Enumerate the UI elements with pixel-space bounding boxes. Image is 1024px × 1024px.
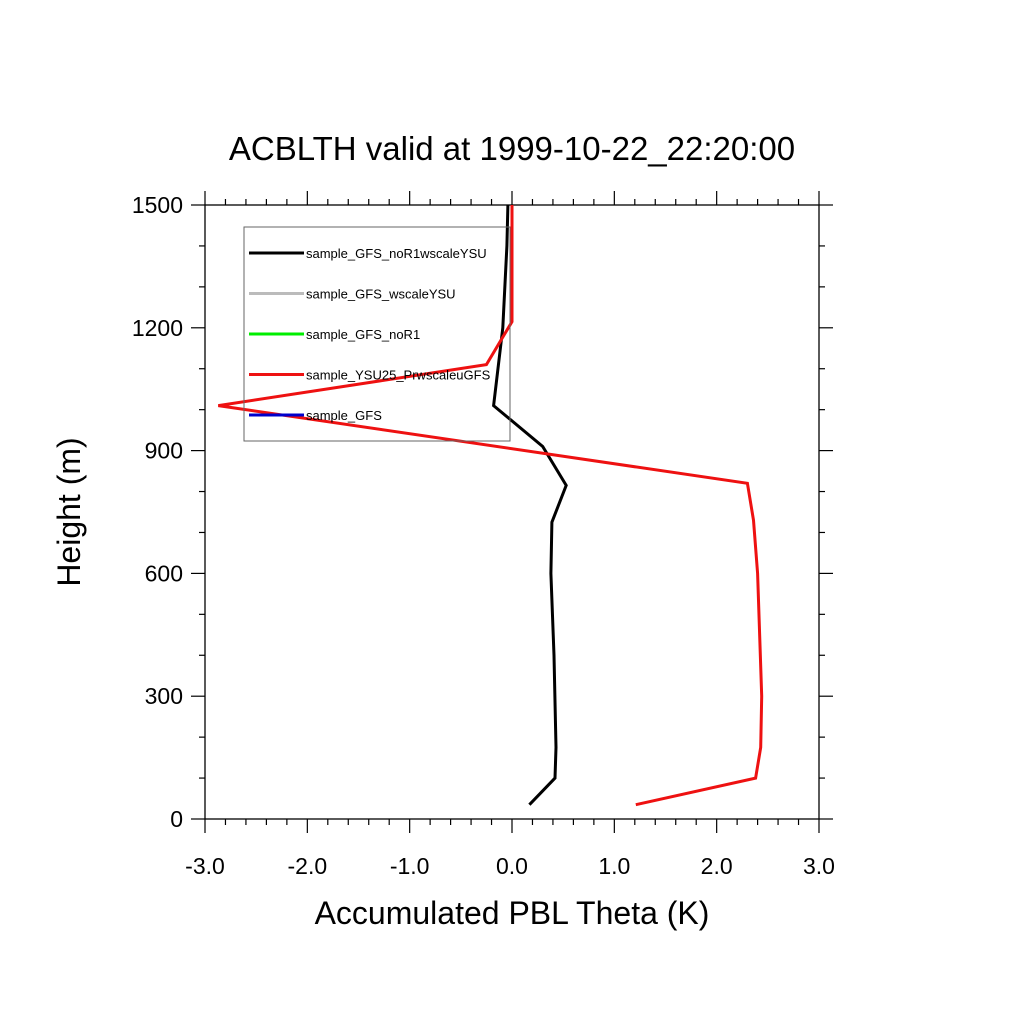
series-line-1 bbox=[492, 204, 568, 806]
series-layer bbox=[218, 204, 764, 807]
x-tick-label: -3.0 bbox=[185, 853, 225, 879]
x-tick-label: 3.0 bbox=[803, 853, 835, 879]
y-tick-label: 0 bbox=[170, 806, 183, 832]
chart-title: ACBLTH valid at 1999-10-22_22:20:00 bbox=[229, 130, 795, 167]
legend-entry-label: sample_GFS bbox=[306, 408, 382, 423]
legend-entry-label: sample_YSU25_PrwscaleuGFS bbox=[306, 368, 491, 383]
y-tick-label: 600 bbox=[145, 560, 183, 586]
y-tick-label: 1200 bbox=[132, 315, 183, 341]
y-tick-label: 1500 bbox=[132, 192, 183, 218]
legend-box bbox=[243, 226, 511, 442]
legend-entry-label: sample_GFS_noR1wscaleYSU bbox=[306, 246, 487, 261]
x-tick-label: -1.0 bbox=[390, 853, 430, 879]
x-tick-label: 1.0 bbox=[598, 853, 630, 879]
legend: sample_GFS_noR1wscaleYSU sample_GFS_wscal… bbox=[243, 226, 511, 442]
legend-entry-label: sample_GFS_noR1 bbox=[306, 327, 420, 342]
y-tick-label: 300 bbox=[145, 683, 183, 709]
axis-ticks: -3.0 -2.0 -1.0 0.0 1.0 2.0 3.0 0 300 600 900 1200 15… bbox=[132, 191, 835, 879]
legend-entry-label: sample_GFS_wscaleYSU bbox=[306, 287, 456, 302]
x-tick-label: -2.0 bbox=[288, 853, 328, 879]
series-line-4 bbox=[218, 205, 764, 807]
x-tick-label: 2.0 bbox=[701, 853, 733, 879]
y-tick-label: 900 bbox=[145, 438, 183, 464]
y-axis-label: Height (m) bbox=[51, 437, 87, 586]
x-tick-label: 0.0 bbox=[496, 853, 528, 879]
x-axis-label: Accumulated PBL Theta (K) bbox=[315, 895, 710, 931]
